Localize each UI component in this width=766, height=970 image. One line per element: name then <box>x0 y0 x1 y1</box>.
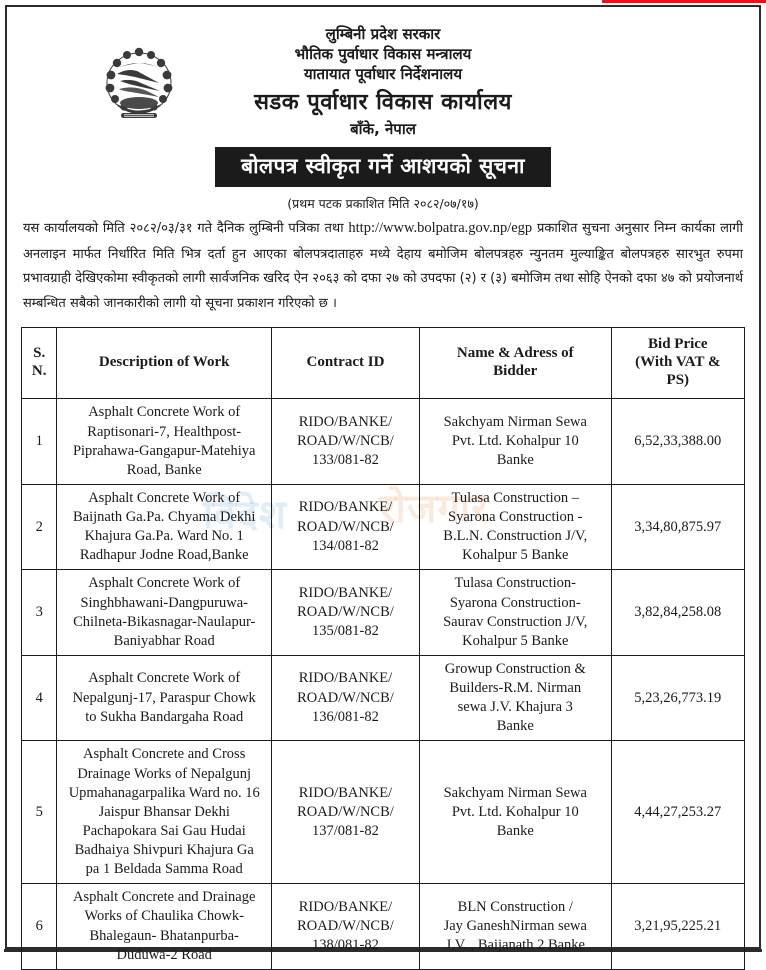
row-bidder: Sakchyam Nirman Sewa Pvt. Ltd. Kohalpur … <box>418 398 612 485</box>
row-description: Asphalt Concrete Work of Nepalgunj-17, P… <box>56 654 272 742</box>
row-bidder: Tulasa Construction – Syarona Constructi… <box>418 483 612 571</box>
column-header-description: Description of Work <box>56 327 272 400</box>
notice-body-paragraph: यस कार्यालयको मिति २०८२/०३/३१ गते दैनिक … <box>23 215 743 318</box>
table-header-row: S. N. Description of Work Contract ID Na… <box>20 327 746 400</box>
column-header-bid-price: Bid Price (With VAT & PS) <box>610 327 746 400</box>
directorate-name: यातायात पूर्वाधार निर्देशनालय <box>303 64 463 83</box>
publish-date: (प्रथम पटक प्रकाशित मिति २०८२/०७/१७) <box>287 195 479 211</box>
table-row: 2 Asphalt Concrete Work of Baijnath Ga.P… <box>20 483 746 571</box>
ministry-name: भौतिक पुर्वाधार विकास मन्त्रालय <box>294 44 472 63</box>
row-bidder: BLN Construction / Jay GaneshNirman sewa… <box>418 883 612 970</box>
row-description: Asphalt Concrete Work of Raptisonari-7, … <box>56 398 272 485</box>
row-bid-price: 3,21,95,225.21 <box>610 883 746 970</box>
government-name: लुम्बिनी प्रदेश सरकार <box>325 25 441 43</box>
nepal-government-emblem-icon <box>105 47 173 118</box>
notice-title-banner: बोलपत्र स्वीकृत गर्ने आशयको सूचना <box>215 146 551 187</box>
row-description: Asphalt Concrete Work of Singhbhawani-Da… <box>56 569 272 656</box>
notice-body-segment-2: प्रकाशित सुचना अनुसार निम्न कार्यका लागी… <box>23 220 743 312</box>
column-header-sn: S. N. <box>20 327 58 400</box>
row-contract-id: RIDO/BANKE/ ROAD/W/NCB/ 135/081-82 <box>271 569 420 656</box>
row-bid-price: 3,82,84,258.08 <box>610 569 746 656</box>
row-bid-price: 4,44,27,253.27 <box>610 740 746 885</box>
notice-body-segment-1: यस कार्यालयको मिति २०८२/०३/३१ गते दैनिक … <box>23 220 349 236</box>
row-bidder: Sakchyam Nirman Sewa Pvt. Ltd. Kohalpur … <box>418 740 612 885</box>
bolpatra-portal-url[interactable]: http://www.bolpatra.gov.np/egp <box>348 219 533 236</box>
column-header-contract-id: Contract ID <box>271 327 420 400</box>
row-bidder: Growup Construction & Builders-R.M. Nirm… <box>418 654 612 742</box>
accepted-bids-table: S. N. Description of Work Contract ID Na… <box>20 327 746 970</box>
column-header-bidder: Name & Adress of Bidder <box>418 327 612 400</box>
row-description: Asphalt Concrete and Cross Drainage Work… <box>56 740 272 885</box>
row-bid-price: 3,34,80,875.97 <box>610 483 746 571</box>
row-contract-id: RIDO/BANKE/ ROAD/W/NCB/ 137/081-82 <box>271 740 420 885</box>
row-contract-id: RIDO/BANKE/ ROAD/W/NCB/ 133/081-82 <box>271 398 420 485</box>
document-page: विदेश रोजगार <box>4 5 762 970</box>
office-location: बाँके, नेपाल <box>350 120 416 139</box>
row-bidder: Tulasa Construction- Syarona Constructio… <box>418 569 612 656</box>
table-row: 6 Asphalt Concrete and Drainage Works of… <box>20 883 746 970</box>
row-sn: 3 <box>20 569 58 656</box>
row-sn: 5 <box>20 740 58 885</box>
row-contract-id: RIDO/BANKE/ ROAD/W/NCB/ 138/081-82 <box>271 883 420 970</box>
row-sn: 2 <box>20 483 58 571</box>
row-bid-price: 6,52,33,388.00 <box>610 398 746 485</box>
top-accent-rule <box>602 0 766 3</box>
row-sn: 6 <box>20 883 58 970</box>
row-description: Asphalt Concrete Work of Baijnath Ga.Pa.… <box>56 483 272 571</box>
row-bid-price: 5,23,26,773.19 <box>610 654 746 742</box>
row-sn: 4 <box>20 654 58 742</box>
row-description: Asphalt Concrete and Drainage Works of C… <box>56 883 272 970</box>
office-name: सडक पूर्वाधार विकास कार्यालय <box>254 90 512 116</box>
table-row: 1 Asphalt Concrete Work of Raptisonari-7… <box>20 398 746 485</box>
table-row: 3 Asphalt Concrete Work of Singhbhawani-… <box>20 569 746 656</box>
table-row: 5 Asphalt Concrete and Cross Drainage Wo… <box>20 740 746 885</box>
letterhead: लुम्बिनी प्रदेश सरकार भौतिक पुर्वाधार वि… <box>21 25 745 212</box>
row-contract-id: RIDO/BANKE/ ROAD/W/NCB/ 134/081-82 <box>271 483 420 571</box>
row-sn: 1 <box>20 398 58 485</box>
table-row: 4 Asphalt Concrete Work of Nepalgunj-17,… <box>20 654 746 742</box>
row-contract-id: RIDO/BANKE/ ROAD/W/NCB/ 136/081-82 <box>271 654 420 742</box>
